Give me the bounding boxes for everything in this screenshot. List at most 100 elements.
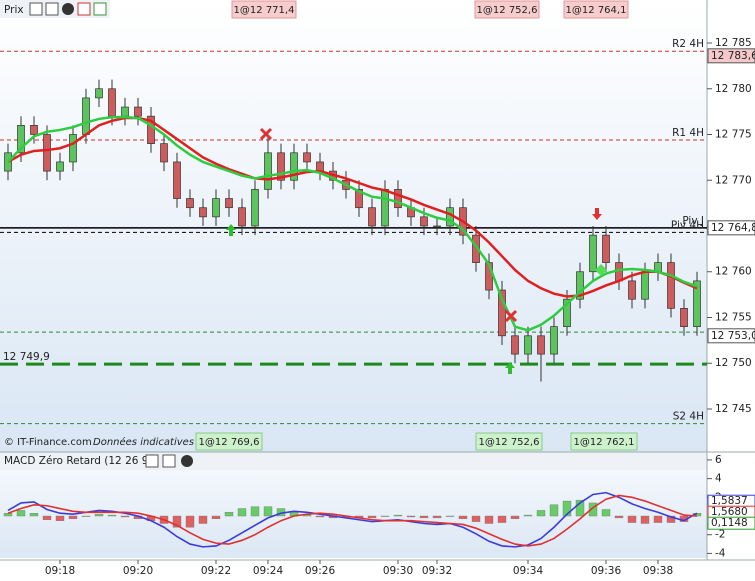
close-icon[interactable] <box>62 3 74 15</box>
x-tick-label: 09:26 <box>305 565 336 577</box>
order-box <box>563 0 629 19</box>
candle-body <box>134 106 142 117</box>
orders: 1@12 771,4 1@12 752,6 1@12 764,1 1@12 76… <box>195 0 638 451</box>
y-tick-label: -4 <box>715 547 726 559</box>
value-box <box>707 516 755 530</box>
level-label: 12 749,9 <box>3 351 50 363</box>
y-tick-label: 6 <box>715 454 722 466</box>
close-icon[interactable] <box>181 455 193 467</box>
price-box <box>707 48 755 64</box>
y-tick-label: 12 755 <box>715 311 752 323</box>
candle-body <box>680 307 688 327</box>
histogram-bar <box>94 513 104 517</box>
price-panel <box>0 0 707 452</box>
order-label: 1@12 752,6 <box>479 437 540 448</box>
candle-body <box>563 298 571 327</box>
histogram-bar <box>185 515 195 528</box>
x-tick-label: 09:24 <box>253 565 284 577</box>
histogram-bar <box>16 510 26 517</box>
candle-body <box>251 189 259 227</box>
level-name: Piv 4H <box>671 219 704 231</box>
candle-body <box>199 207 207 218</box>
candle-body <box>693 280 701 327</box>
candle-body <box>303 152 311 163</box>
candle-body <box>17 125 25 154</box>
settings-icon[interactable] <box>29 2 43 16</box>
y-tick-label: 12 780 <box>715 83 752 95</box>
candle-body <box>316 161 324 172</box>
x-tick-label: 09:30 <box>383 565 413 577</box>
price-box-label: 12 783,6 <box>711 50 755 62</box>
x-tick-label: 09:18 <box>45 565 75 577</box>
order-box <box>231 0 297 19</box>
candle-body <box>121 106 129 117</box>
level-name: R1 4H <box>672 127 704 139</box>
candle-body <box>602 234 610 263</box>
histogram-bar <box>471 515 481 522</box>
histogram-bar <box>42 515 52 520</box>
maximize-icon[interactable] <box>45 2 59 16</box>
panel-title: Prix <box>4 4 24 16</box>
histogram-bar <box>198 515 208 524</box>
histogram-bar <box>68 515 78 520</box>
candle-body <box>641 271 649 300</box>
order-label: 1@12 769,6 <box>199 437 260 448</box>
histogram-bar <box>120 515 130 518</box>
y-tick-label: 12 745 <box>715 403 752 415</box>
histogram-bar <box>55 515 65 521</box>
candle-body <box>290 152 298 181</box>
y-tick-label: 12 785 <box>715 37 752 49</box>
candle-body <box>524 335 532 355</box>
note: Données indicatives <box>93 436 194 448</box>
candle-body <box>43 134 51 172</box>
up-icon[interactable] <box>93 2 107 16</box>
histogram-bar <box>588 502 598 517</box>
order-box <box>475 432 543 451</box>
candle-body <box>628 280 636 300</box>
candle-body <box>576 271 584 300</box>
x-tick-label: 09:38 <box>643 565 673 577</box>
candle-body <box>147 115 155 145</box>
candle-body <box>30 125 38 135</box>
signal-marker <box>595 264 607 276</box>
histogram-bar <box>445 515 455 517</box>
histogram-bar <box>614 515 624 519</box>
histogram-bar <box>419 515 429 519</box>
price-box-label: 12 753,0 <box>711 330 755 342</box>
y-tick-label: 12 750 <box>715 357 752 369</box>
maximize-icon[interactable] <box>162 454 176 468</box>
histogram-bar <box>497 515 507 523</box>
candle-body <box>589 234 597 273</box>
level-name: Piv J <box>682 215 704 227</box>
y-tick-label: 12 775 <box>715 129 752 141</box>
histogram-bar <box>601 509 611 517</box>
panel-title: MACD Zéro Retard (12 26 9) <box>4 455 153 467</box>
histogram-bar <box>250 506 260 517</box>
x-tick-label: 09:36 <box>591 565 622 577</box>
candle-body <box>368 207 376 227</box>
buy-marker <box>226 224 236 236</box>
value-box-label: 1,5837 <box>711 495 748 507</box>
macd-header <box>0 452 707 470</box>
histogram-bar <box>536 510 546 517</box>
histogram-bar <box>224 512 234 517</box>
settings-icon[interactable] <box>145 454 159 468</box>
histogram-bar <box>653 515 663 523</box>
candle-body <box>511 335 519 355</box>
down-icon[interactable] <box>77 2 91 16</box>
candle-body <box>277 152 285 181</box>
order-box <box>195 432 263 451</box>
candle-body <box>212 198 220 218</box>
layer <box>0 42 712 554</box>
order-label: 1@12 764,1 <box>566 5 627 16</box>
histogram-bar <box>406 515 416 518</box>
histogram-bar <box>107 514 117 517</box>
candle-body <box>56 161 64 172</box>
candle-body <box>173 161 181 199</box>
candle-body <box>537 335 545 355</box>
candle-body <box>238 207 246 227</box>
histogram-bar <box>627 515 637 523</box>
histogram-bar <box>393 514 403 517</box>
histogram-bar <box>484 515 494 524</box>
